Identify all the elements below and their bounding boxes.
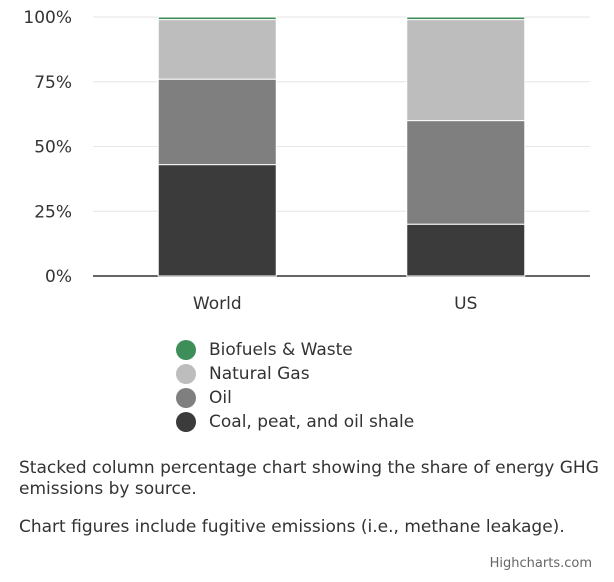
bar-segment[interactable] <box>406 120 526 225</box>
y-tick-label: 25% <box>34 202 72 222</box>
legend-item[interactable]: Biofuels & Waste <box>176 338 414 362</box>
legend-label: Biofuels & Waste <box>209 340 353 360</box>
bar-segment[interactable] <box>157 164 277 277</box>
chart-description: Stacked column percentage chart showing … <box>19 458 599 499</box>
bars <box>157 16 526 277</box>
legend-label: Oil <box>209 388 232 408</box>
legend: Biofuels & Waste Natural Gas Oil Coal, peat… <box>176 338 414 434</box>
y-tick-label: 75% <box>34 73 72 93</box>
bar-segment[interactable] <box>406 16 526 21</box>
bar-segment[interactable] <box>406 223 526 277</box>
y-tick-label: 100% <box>23 8 72 28</box>
stacked-column-chart: 0% 25% 50% 75% 100% World US <box>23 8 590 314</box>
bar-segment[interactable] <box>157 16 277 21</box>
legend-label: Coal, peat, and oil shale <box>209 412 415 432</box>
y-tick-label: 50% <box>34 138 72 158</box>
y-tick-label: 0% <box>45 267 72 287</box>
legend-item[interactable]: Natural Gas <box>176 362 414 386</box>
bar-segment[interactable] <box>406 19 526 122</box>
legend-label: Natural Gas <box>209 364 310 384</box>
chart-note: Chart figures include fugitive emissions… <box>19 517 565 537</box>
highcharts-credits-link[interactable]: Highcharts.com <box>489 556 592 571</box>
legend-item[interactable]: Oil <box>176 386 414 410</box>
legend-marker-icon <box>176 364 196 384</box>
y-axis: 0% 25% 50% 75% 100% <box>23 8 72 287</box>
legend-marker-icon <box>176 340 196 360</box>
bar-segment[interactable] <box>157 78 277 166</box>
x-category-label: US <box>454 294 477 314</box>
x-axis: World US <box>193 294 477 314</box>
legend-marker-icon <box>176 388 196 408</box>
x-category-label: World <box>193 294 242 314</box>
bar-segment[interactable] <box>157 19 277 80</box>
legend-marker-icon <box>176 412 196 432</box>
legend-item[interactable]: Coal, peat, and oil shale <box>176 410 414 434</box>
